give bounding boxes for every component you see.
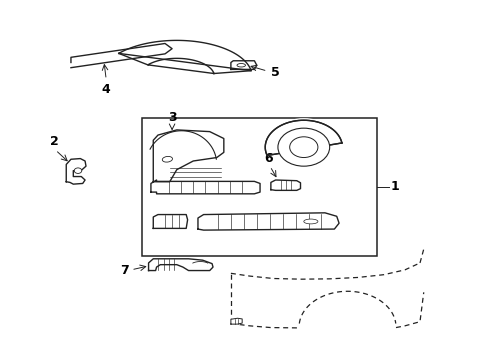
Polygon shape	[271, 180, 300, 190]
Text: 2: 2	[50, 135, 59, 148]
Circle shape	[265, 119, 343, 176]
Polygon shape	[148, 259, 213, 271]
Polygon shape	[151, 180, 260, 194]
Text: 7: 7	[120, 264, 129, 277]
Polygon shape	[198, 213, 339, 230]
Circle shape	[290, 137, 318, 158]
Text: 3: 3	[168, 111, 176, 124]
Polygon shape	[231, 318, 242, 324]
Ellipse shape	[237, 63, 245, 67]
Circle shape	[74, 168, 82, 174]
Polygon shape	[153, 130, 224, 182]
Bar	[142, 118, 377, 256]
Ellipse shape	[304, 219, 318, 224]
Text: 5: 5	[271, 66, 280, 79]
Polygon shape	[231, 61, 257, 69]
Text: 6: 6	[264, 152, 273, 165]
Polygon shape	[66, 158, 86, 184]
Polygon shape	[71, 44, 172, 68]
Polygon shape	[153, 215, 188, 228]
Circle shape	[278, 128, 330, 166]
Text: 1: 1	[391, 180, 399, 193]
Text: 4: 4	[102, 82, 111, 95]
Ellipse shape	[162, 156, 172, 162]
Polygon shape	[119, 40, 251, 73]
